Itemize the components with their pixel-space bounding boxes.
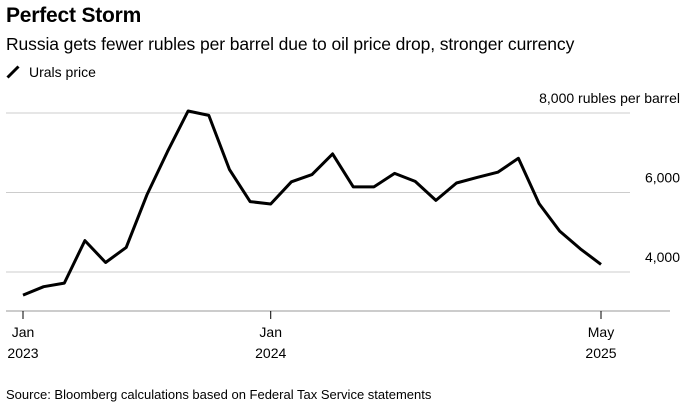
x-tick-label-year: 2023 (7, 345, 38, 361)
gridlines (6, 112, 630, 273)
legend-label: Urals price (29, 64, 96, 80)
chart-title: Perfect Storm (6, 4, 142, 27)
x-tick-label-year: 2025 (585, 345, 616, 361)
line-chart: 4,000 6,000 8,000 rubles per barrel Jan 2023… (6, 90, 680, 361)
chart-subtitle: Russia gets fewer rubles per barrel due … (6, 34, 575, 54)
y-tick-label: 8,000 rubles per barrel (539, 90, 680, 106)
x-tick-label-month: Jan (12, 324, 35, 340)
x-tick-label-year: 2024 (255, 345, 286, 361)
x-tick-label-month: May (588, 324, 614, 340)
x-tick-label-month: Jan (259, 324, 282, 340)
y-tick-label: 4,000 (645, 249, 680, 265)
x-axis (6, 310, 670, 319)
series-line-urals-price (22, 109, 602, 297)
tick-labels: 4,000 6,000 8,000 rubles per barrel Jan 2023… (7, 90, 680, 361)
source-note: Source: Bloomberg calculations based on … (6, 387, 432, 402)
legend: Urals price (6, 62, 96, 82)
legend-swatch-icon (6, 65, 20, 79)
series (22, 109, 602, 297)
y-tick-label: 6,000 (645, 170, 680, 186)
